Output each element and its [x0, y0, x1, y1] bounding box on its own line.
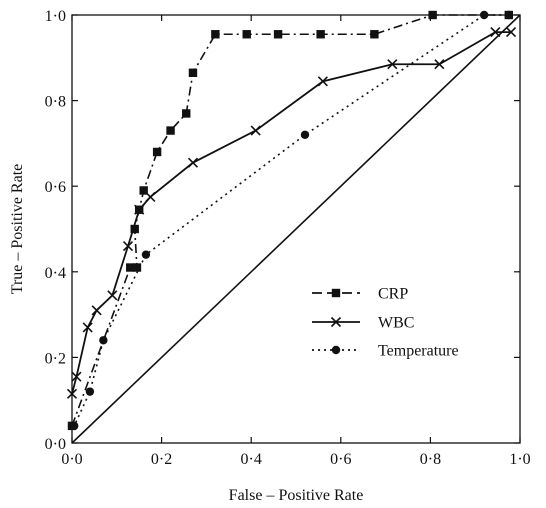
- y-tick-label: 0·4: [45, 265, 66, 282]
- wbc-point: [187, 157, 199, 168]
- legend-label-crp: CRP: [378, 286, 408, 303]
- legend-marker-crp: [331, 288, 341, 298]
- y-tick-label: 0·0: [45, 436, 66, 453]
- legend-label-temperature: Temperature: [378, 343, 459, 360]
- temperature-point: [504, 10, 513, 20]
- wbc-point: [66, 388, 78, 399]
- wbc-point: [434, 59, 445, 70]
- x-tick-label: 0·2: [151, 451, 172, 468]
- legend-item-temperature: Temperature: [312, 343, 459, 360]
- legend-item-crp: CRP: [312, 286, 408, 303]
- temperature-point: [300, 130, 310, 140]
- x-tick-label: 0·6: [330, 451, 351, 468]
- x-tick-label: 0·8: [420, 451, 441, 468]
- wbc-point: [490, 27, 501, 38]
- y-tick-label: 0·8: [45, 94, 66, 111]
- y-axis-title: True – Positive Rate: [9, 164, 26, 295]
- wbc-point: [122, 241, 134, 252]
- y-tick-label: 1·0: [45, 8, 66, 25]
- wbc-point: [250, 125, 261, 136]
- plot-frame: [71, 14, 521, 444]
- temperature-point: [479, 10, 489, 20]
- x-axis-title: False – Positive Rate: [229, 487, 364, 504]
- legend: CRP WBC Temperature: [312, 286, 459, 360]
- crp-point: [139, 186, 148, 195]
- crp-point: [211, 30, 220, 39]
- x-tick-label: 0·4: [241, 451, 262, 468]
- wbc-point: [82, 322, 93, 333]
- temperature-point: [70, 421, 79, 431]
- wbc-point: [505, 27, 517, 38]
- series-crp: [67, 10, 513, 431]
- crp-point: [428, 10, 437, 20]
- reference-diagonal-layer: [71, 14, 521, 444]
- wbc-point: [91, 305, 102, 316]
- wbc-point: [145, 191, 156, 202]
- crp-point: [370, 30, 379, 39]
- plot-border: [71, 14, 521, 444]
- reference-diagonal-line: [71, 14, 521, 444]
- crp-point: [152, 147, 162, 157]
- series-line-crp: [71, 14, 509, 427]
- series-wbc: [66, 27, 517, 399]
- wbc-point: [387, 59, 398, 70]
- temperature-point: [99, 336, 108, 345]
- crp-point: [130, 224, 139, 234]
- wbc-point: [71, 371, 82, 382]
- x-tick-label: 1·0: [509, 451, 530, 468]
- y-tick-label: 0·2: [45, 350, 66, 367]
- legend-marker-temperature: [331, 345, 341, 355]
- crp-point: [273, 30, 283, 39]
- x-tick-label: 0·0: [61, 451, 82, 468]
- tick-layer: 0·0 0·2 0·4 0·6 0·8 1·0 0·0 0·2 0·4 0·6 0·8 1·0: [45, 8, 531, 468]
- legend-label-wbc: WBC: [378, 315, 414, 332]
- wbc-point: [107, 290, 118, 301]
- crp-point: [182, 109, 191, 118]
- temperature-point: [141, 250, 151, 259]
- crp-point: [316, 30, 325, 39]
- legend-marker-wbc: [330, 316, 342, 328]
- series-temperature: [67, 10, 513, 431]
- temperature-point: [85, 387, 95, 396]
- wbc-point: [317, 76, 328, 87]
- crp-point: [166, 126, 175, 135]
- legend-item-wbc: WBC: [312, 315, 414, 332]
- crp-point: [188, 68, 198, 77]
- series-layer: [66, 10, 517, 431]
- crp-point: [126, 263, 135, 272]
- wbc-point: [134, 204, 145, 215]
- crp-point: [132, 263, 142, 272]
- y-tick-label: 0·6: [45, 179, 66, 196]
- crp-point: [242, 30, 251, 39]
